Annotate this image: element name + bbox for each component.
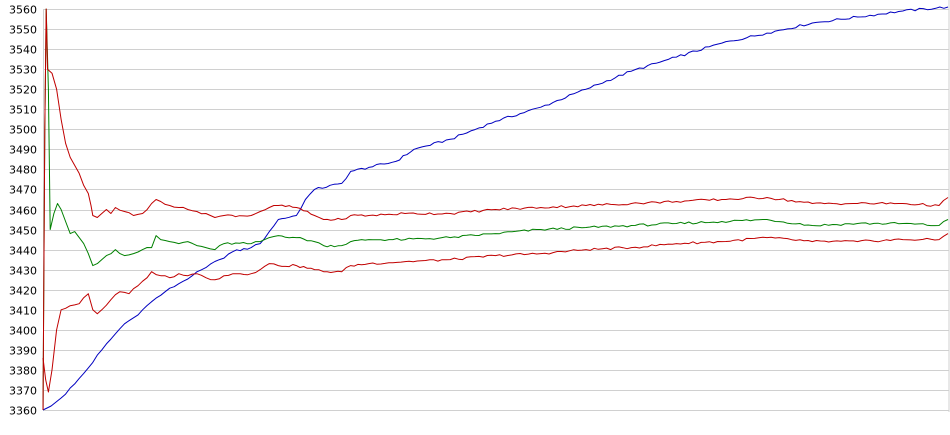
y-tick-label: 3500 <box>9 124 37 137</box>
y-tick-label: 3540 <box>9 44 37 57</box>
y-tick-label: 3480 <box>9 164 37 177</box>
y-tick-label: 3440 <box>9 245 37 258</box>
y-axis-tick-labels: 3360 3370 3380 3390 3400 3410 3420 3430 3440 3450… <box>9 4 37 418</box>
series-line <box>42 233 949 393</box>
y-tick-label: 3430 <box>9 265 37 278</box>
series-line <box>42 8 949 411</box>
y-tick-label: 3560 <box>9 4 37 17</box>
y-tick-label: 3400 <box>9 325 37 338</box>
y-tick-label: 3390 <box>9 345 37 358</box>
y-tick-label: 3460 <box>9 205 37 218</box>
y-tick-label: 3530 <box>9 64 37 77</box>
y-tick-label: 3490 <box>9 144 37 157</box>
y-tick-label: 3370 <box>9 385 37 398</box>
series-line <box>42 8 949 411</box>
y-tick-label: 3420 <box>9 285 37 298</box>
series-lines <box>42 6 949 411</box>
y-tick-label: 3550 <box>9 24 37 37</box>
y-tick-label: 3360 <box>9 405 37 418</box>
y-tick-label: 3450 <box>9 225 37 238</box>
series-line <box>42 6 949 411</box>
y-tick-label: 3520 <box>9 84 37 97</box>
y-tick-label: 3410 <box>9 305 37 318</box>
y-tick-label: 3510 <box>9 104 37 117</box>
y-tick-label: 3470 <box>9 184 37 197</box>
y-tick-label: 3380 <box>9 365 37 378</box>
